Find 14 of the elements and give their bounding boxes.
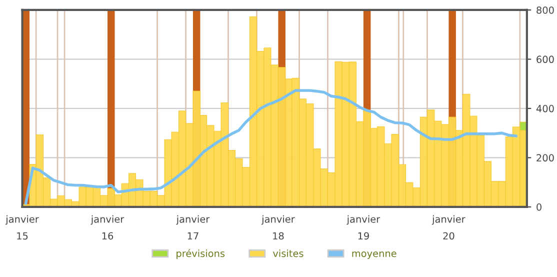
y-tick-label: 800 <box>536 6 554 14</box>
legend-label: moyenne <box>352 251 396 259</box>
x-tick-label: janvier 18 <box>261 215 295 240</box>
x-tick-label: janvier 19 <box>346 215 380 240</box>
y-tick-label: 400 <box>536 104 554 112</box>
x-tick-label: janvier 15 <box>5 215 39 240</box>
x-tick-label: janvier 17 <box>176 215 210 240</box>
y-tick-label: 200 <box>536 154 554 162</box>
legend-label: visites <box>272 250 304 258</box>
legend-label: prévisions <box>176 249 225 259</box>
x-tick-label: janvier 20 <box>432 215 466 240</box>
x-tick-label: janvier 16 <box>90 215 124 240</box>
y-tick-label: 0 <box>536 203 542 211</box>
y-tick-label: 600 <box>536 56 554 64</box>
